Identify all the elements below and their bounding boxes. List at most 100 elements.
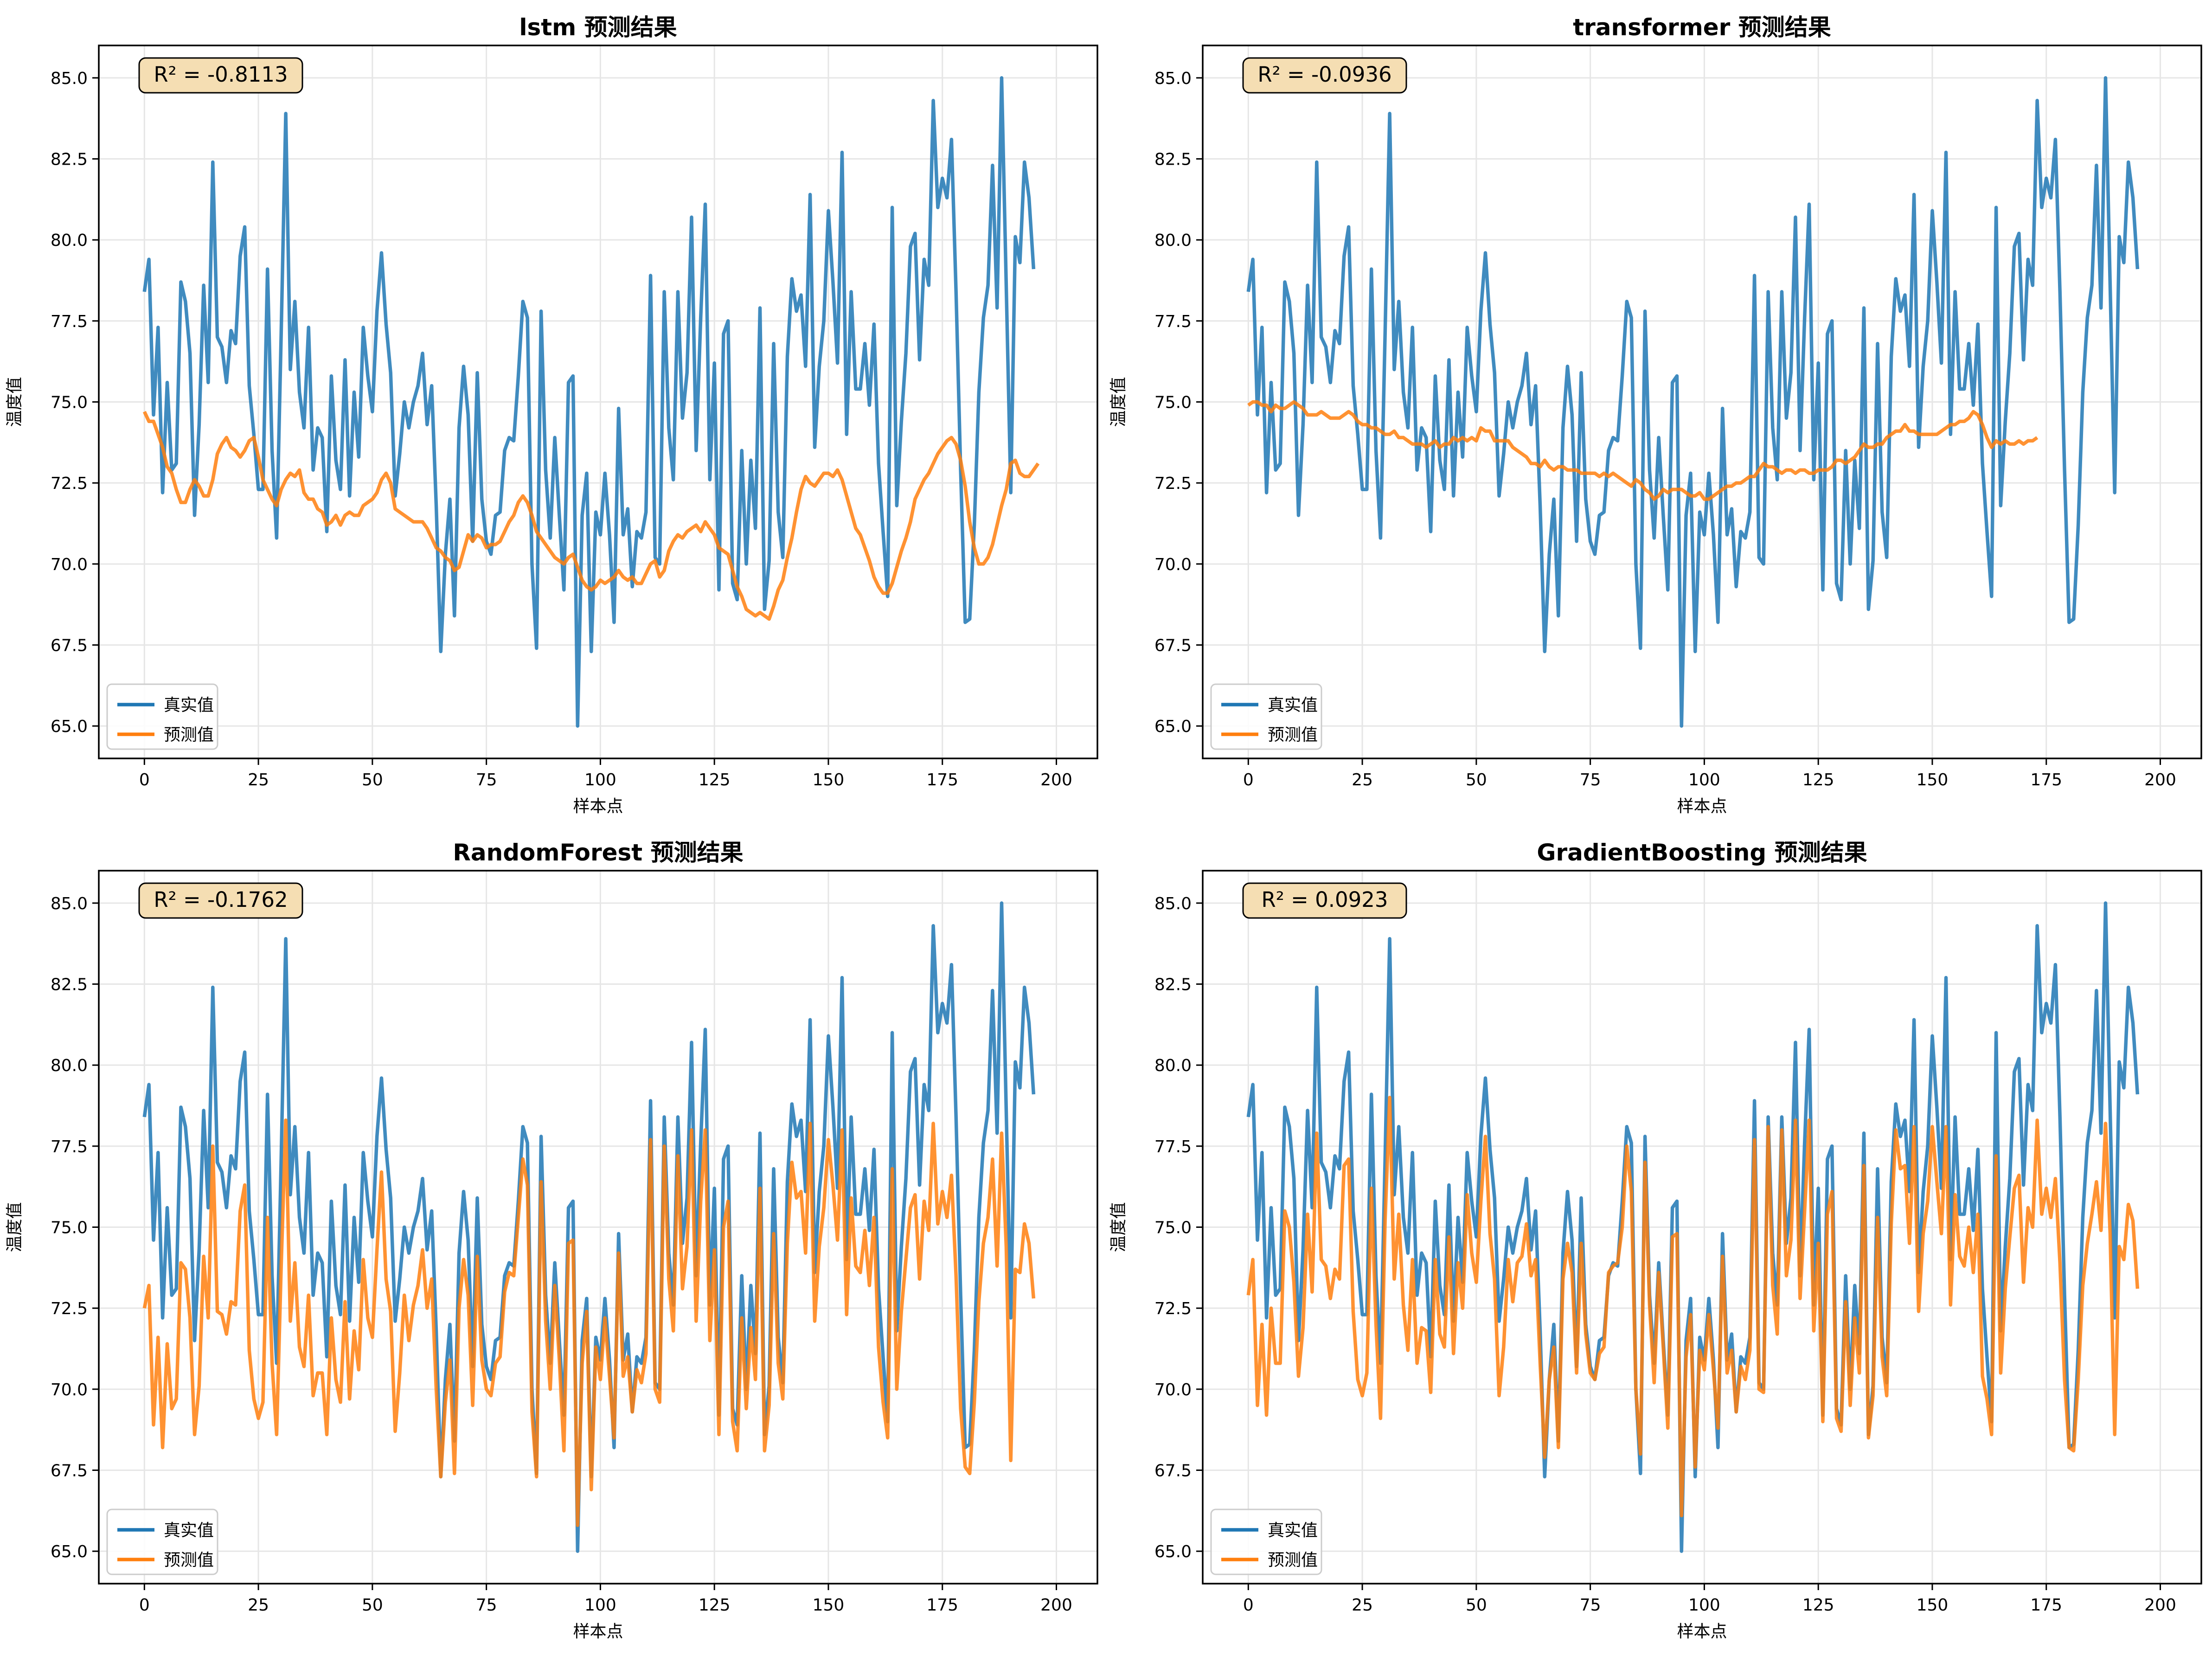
y-axis-label: 温度值 (1109, 377, 1128, 427)
y-tick-label: 80.0 (51, 1056, 88, 1075)
y-tick-label: 75.0 (1154, 393, 1192, 412)
r2-annotation: R² = -0.0936 (1257, 62, 1391, 87)
y-tick-label: 77.5 (1154, 1137, 1192, 1156)
r2-annotation: R² = 0.0923 (1261, 887, 1388, 912)
chart-title: GradientBoosting 预测结果 (1537, 839, 1867, 866)
x-tick-label: 25 (1352, 770, 1373, 789)
x-tick-label: 0 (139, 1596, 150, 1615)
x-tick-label: 125 (699, 770, 731, 789)
x-tick-label: 200 (2144, 770, 2176, 789)
x-tick-label: 25 (248, 1596, 269, 1615)
y-tick-label: 85.0 (51, 894, 88, 913)
x-axis-label: 样本点 (1677, 1622, 1727, 1641)
y-tick-label: 82.5 (51, 976, 88, 995)
y-tick-label: 82.5 (51, 150, 88, 169)
legend-label: 预测值 (1268, 1551, 1318, 1570)
x-tick-label: 150 (1917, 1596, 1949, 1615)
y-tick-label: 75.0 (1154, 1219, 1192, 1238)
y-tick-label: 67.5 (1154, 636, 1192, 655)
y-tick-label: 65.0 (1154, 717, 1192, 736)
chart-title: transformer 预测结果 (1573, 14, 1831, 41)
series-line-predicted (142, 1118, 1036, 1527)
x-tick-label: 175 (2030, 770, 2062, 789)
x-tick-label: 150 (813, 1596, 845, 1615)
legend-label: 真实值 (164, 696, 214, 715)
x-tick-label: 0 (1243, 1596, 1254, 1615)
r2-badge (138, 882, 303, 919)
series-line-predicted (142, 411, 1040, 621)
x-tick-label: 100 (584, 770, 616, 789)
chart-title: lstm 预测结果 (519, 14, 677, 41)
y-axis-label: 温度值 (1109, 1202, 1128, 1252)
x-tick-label: 75 (476, 770, 497, 789)
y-tick-label: 67.5 (51, 636, 88, 655)
x-tick-label: 0 (1243, 770, 1254, 789)
x-tick-label: 175 (926, 1596, 958, 1615)
x-tick-label: 100 (1688, 1596, 1720, 1615)
x-axis-label: 样本点 (573, 797, 623, 816)
r2-annotation: R² = -0.1762 (154, 887, 288, 912)
y-tick-label: 72.5 (51, 474, 88, 493)
x-tick-label: 200 (1040, 1596, 1072, 1615)
r2-badge (138, 57, 303, 94)
y-tick-label: 80.0 (1154, 1056, 1192, 1075)
y-tick-label: 70.0 (51, 555, 88, 574)
legend-label: 真实值 (1268, 1521, 1318, 1540)
y-tick-label: 80.0 (51, 231, 88, 250)
x-tick-label: 75 (1580, 770, 1601, 789)
y-tick-label: 67.5 (51, 1461, 88, 1480)
series-line-predicted (1247, 400, 2039, 501)
y-tick-label: 77.5 (51, 1137, 88, 1156)
y-tick-label: 77.5 (51, 312, 88, 331)
y-tick-label: 72.5 (1154, 1299, 1192, 1318)
legend-label: 真实值 (1268, 696, 1318, 715)
y-tick-label: 82.5 (1154, 150, 1192, 169)
x-tick-label: 50 (1466, 770, 1487, 789)
y-axis-label: 温度值 (5, 1202, 24, 1252)
y-tick-label: 75.0 (51, 1219, 88, 1238)
r2-badge (1242, 57, 1407, 94)
chart-panel-4: 0 25 50 75 100 125 150 175 200 65.0 67.5 70.0 72.5 75… (1109, 839, 2202, 1641)
y-tick-label: 75.0 (51, 393, 88, 412)
y-tick-label: 85.0 (1154, 69, 1192, 88)
legend-label: 预测值 (164, 1551, 214, 1570)
chart-title: RandomForest 预测结果 (453, 839, 743, 866)
chart-panel-2: 0 25 50 75 100 125 150 175 200 65.0 67.5 70.0 72.5 75… (1109, 14, 2202, 816)
series-line-actual (142, 76, 1036, 728)
y-axis-label: 温度值 (5, 377, 24, 427)
legend-label: 预测值 (164, 725, 214, 745)
y-tick-label: 85.0 (51, 69, 88, 88)
x-tick-label: 50 (362, 770, 383, 789)
x-tick-label: 125 (699, 1596, 731, 1615)
x-axis-label: 样本点 (573, 1622, 623, 1641)
x-tick-label: 50 (1466, 1596, 1487, 1615)
legend-label: 真实值 (164, 1521, 214, 1540)
x-tick-label: 125 (1802, 770, 1834, 789)
x-axis-label: 样本点 (1677, 797, 1727, 816)
x-tick-label: 75 (476, 1596, 497, 1615)
x-tick-label: 175 (926, 770, 958, 789)
chart-panel-1: 0 25 50 75 100 125 150 175 200 65.0 67.5 70.0 72.5 75… (5, 14, 1098, 816)
x-tick-label: 25 (248, 770, 269, 789)
x-tick-label: 150 (813, 770, 845, 789)
legend-label: 预测值 (1268, 725, 1318, 745)
x-tick-label: 0 (139, 770, 150, 789)
x-tick-label: 50 (362, 1596, 383, 1615)
r2-annotation: R² = -0.8113 (154, 62, 288, 87)
y-tick-label: 67.5 (1154, 1461, 1192, 1480)
y-tick-label: 80.0 (1154, 231, 1192, 250)
y-tick-label: 72.5 (1154, 474, 1192, 493)
y-tick-label: 65.0 (51, 1542, 88, 1561)
y-tick-label: 65.0 (51, 717, 88, 736)
y-tick-label: 70.0 (51, 1380, 88, 1399)
x-tick-label: 100 (1688, 770, 1720, 789)
x-tick-label: 150 (1917, 770, 1949, 789)
x-tick-label: 125 (1802, 1596, 1834, 1615)
r2-badge (1242, 882, 1407, 919)
y-tick-label: 72.5 (51, 1299, 88, 1318)
y-tick-label: 85.0 (1154, 894, 1192, 913)
x-tick-label: 100 (584, 1596, 616, 1615)
x-tick-label: 75 (1580, 1596, 1601, 1615)
y-tick-label: 65.0 (1154, 1542, 1192, 1561)
